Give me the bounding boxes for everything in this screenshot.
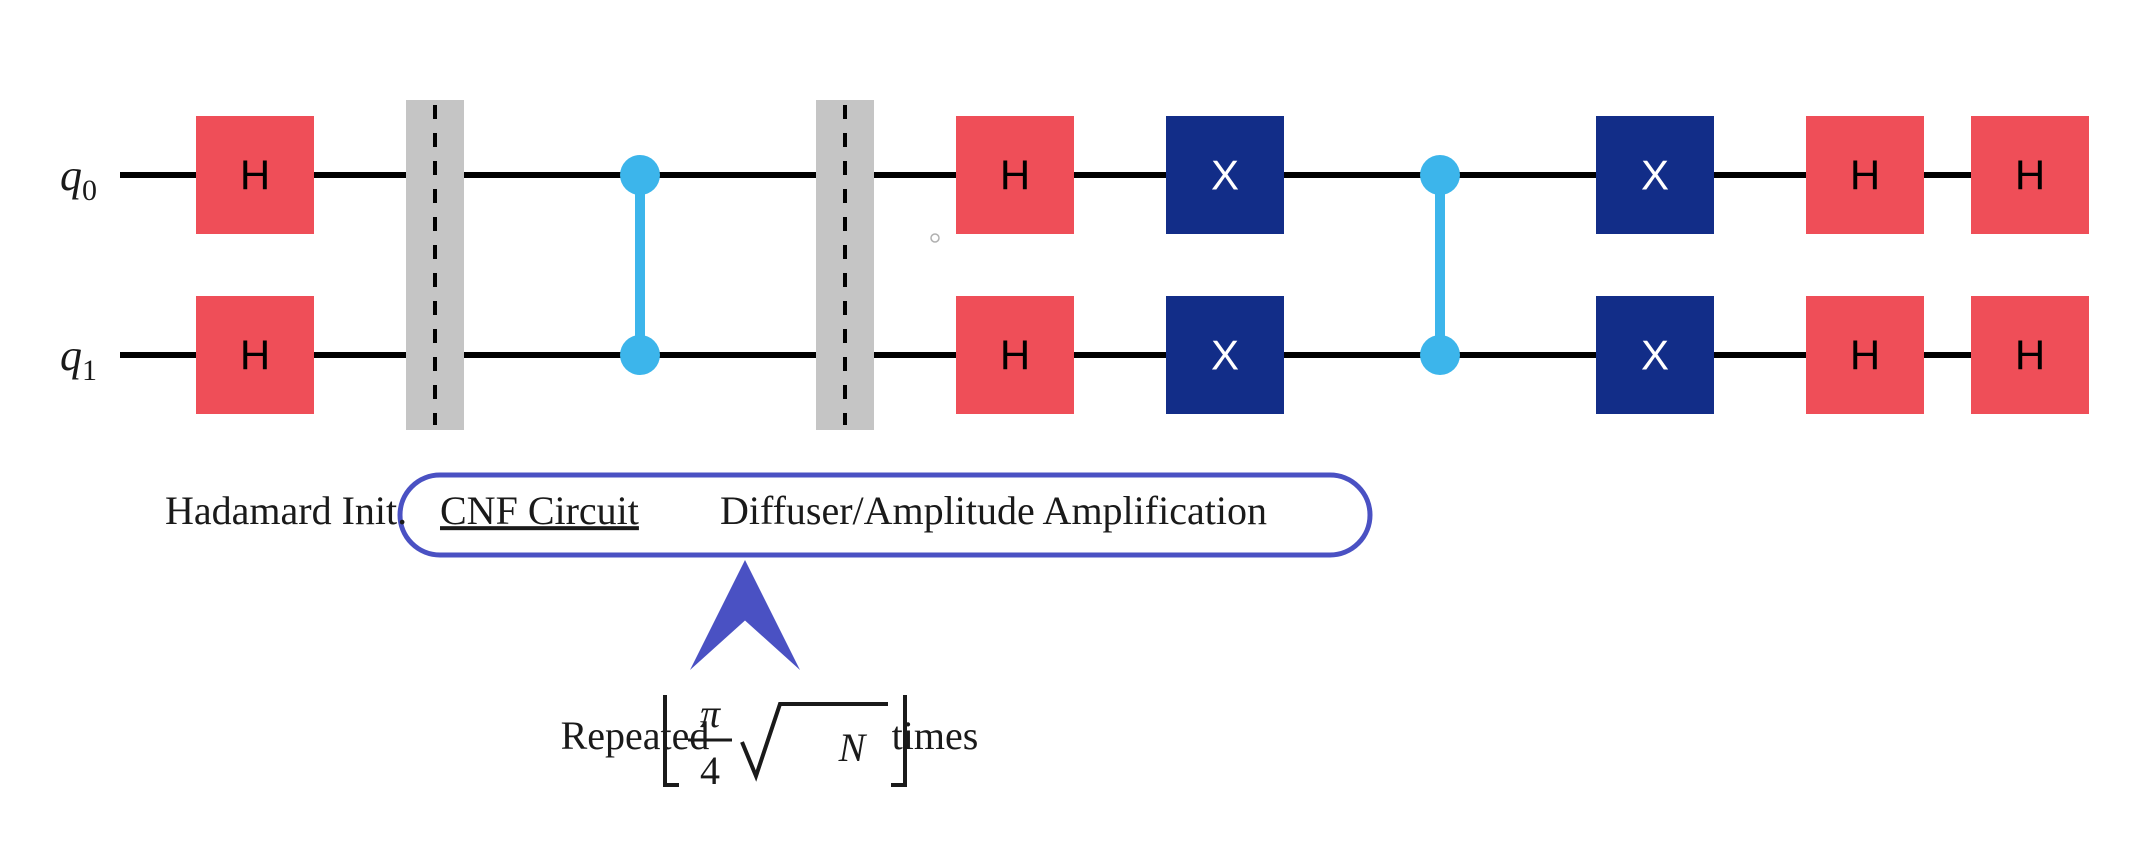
gate-label-x0b: X <box>1641 152 1669 199</box>
qubit-label-q0: q0 <box>60 151 97 207</box>
gate-label-h0b: H <box>1000 152 1030 199</box>
caption-diffuser: Diffuser/Amplitude Amplification <box>720 488 1267 533</box>
control-dot-bottom-cz1 <box>620 335 660 375</box>
gate-label-h1a: H <box>240 332 270 379</box>
gate-label-x1a: X <box>1211 332 1239 379</box>
quantum-circuit-diagram: q0 q1 H H H H X X X X H H H H Hadamard Init. CNF Circui… <box>0 0 2139 841</box>
gate-label-x0a: X <box>1211 152 1239 199</box>
caption-repeated-pre: Repeated <box>561 713 710 758</box>
gate-label-h1c: H <box>1850 332 1880 379</box>
gate-label-x1b: X <box>1641 332 1669 379</box>
formula-sqrt-icon <box>742 704 888 776</box>
control-dot-bottom-cz2 <box>1420 335 1460 375</box>
gate-label-h1b: H <box>1000 332 1030 379</box>
control-dot-top-cz2 <box>1420 155 1460 195</box>
formula-4: 4 <box>700 748 720 793</box>
gate-label-h0c: H <box>1850 152 1880 199</box>
caption-hadamard-init: Hadamard Init. <box>165 488 407 533</box>
qubit-label-q1: q1 <box>60 331 97 387</box>
gate-label-h0a: H <box>240 152 270 199</box>
formula-pi: π <box>700 691 721 736</box>
barrier-bar2 <box>816 100 874 430</box>
stray-mark <box>931 234 939 242</box>
caption-cnf-circuit: CNF Circuit <box>440 488 639 533</box>
gate-label-h0d: H <box>2015 152 2045 199</box>
control-dot-top-cz1 <box>620 155 660 195</box>
gate-label-h1d: H <box>2015 332 2045 379</box>
repeat-arrow-icon <box>690 560 800 670</box>
barrier-bar1 <box>406 100 464 430</box>
formula-N: N <box>838 725 868 770</box>
